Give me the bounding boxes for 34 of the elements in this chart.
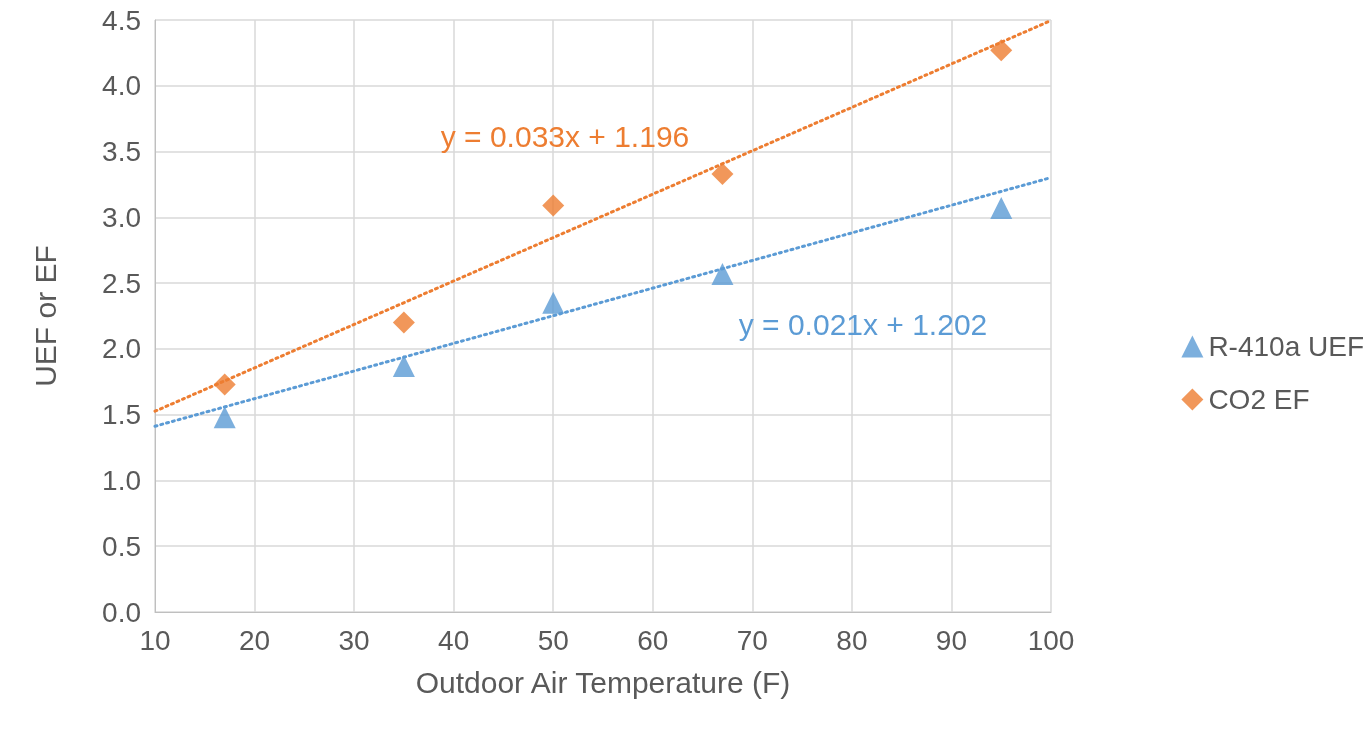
annotation: y = 0.021x + 1.202 [738, 307, 988, 341]
x-tick-label: 70 [736, 624, 768, 656]
x-tick-label: 90 [935, 624, 968, 656]
x-axis-title: Outdoor Air Temperature (F) [415, 665, 791, 699]
y-tick-label: 3.5 [102, 136, 141, 168]
point [542, 291, 565, 314]
point [213, 406, 236, 429]
y-tick-label: 4.0 [102, 70, 141, 102]
x-tick-label: 80 [836, 624, 868, 656]
annotation: y = 0.033x + 1.196 [440, 119, 690, 153]
y-tick-label: 3.0 [102, 201, 141, 233]
legend-label: R-410a UEF [1208, 331, 1365, 362]
legend-label: CO2 EF [1208, 384, 1310, 415]
y-tick-label: 0.5 [102, 530, 141, 562]
point [990, 39, 1013, 62]
x-tick-label: 40 [438, 624, 470, 656]
point [711, 162, 734, 185]
y-tick-label: 0.0 [102, 596, 141, 628]
y-tick-label: 1.0 [102, 464, 141, 496]
point [542, 194, 565, 217]
x-tick-label: 20 [238, 624, 271, 656]
x-tick-label: 60 [637, 624, 669, 656]
y-tick-label: 4.5 [102, 4, 141, 36]
y-tick-label: 2.5 [102, 267, 141, 299]
y-tick-label: 2.0 [102, 333, 141, 365]
point [990, 197, 1013, 220]
point [392, 311, 415, 334]
y-axis-title: UEF or EF [28, 245, 62, 387]
x-tick-label: 30 [338, 624, 370, 656]
x-tick-label: 10 [139, 624, 171, 656]
point [711, 262, 734, 285]
x-tick-label: 50 [537, 624, 569, 656]
y-tick-label: 1.5 [102, 399, 141, 431]
x-tick-label: 100 [1027, 624, 1075, 656]
